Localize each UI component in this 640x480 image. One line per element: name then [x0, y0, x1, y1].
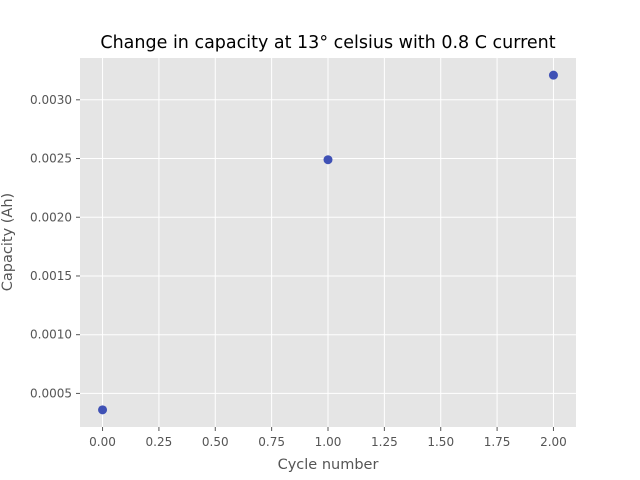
- x-tick-label: 0.50: [202, 435, 229, 449]
- y-tick-label: 0.0020: [30, 210, 72, 224]
- x-tick-label: 0.25: [146, 435, 173, 449]
- x-tick-label: 1.50: [427, 435, 454, 449]
- data-point: [98, 405, 108, 415]
- x-tick-label: 1.75: [484, 435, 511, 449]
- x-tick-label: 0.00: [89, 435, 116, 449]
- y-tick-label: 0.0015: [30, 269, 72, 283]
- y-tick-label: 0.0005: [30, 386, 72, 400]
- x-tick-label: 1.00: [315, 435, 342, 449]
- y-axis-ticks: 0.0005 0.0010 0.0015 0.0020 0.0025 0.0030: [30, 93, 80, 400]
- y-tick-label: 0.0010: [30, 328, 72, 342]
- x-tick-label: 1.25: [371, 435, 398, 449]
- y-tick-label: 0.0030: [30, 93, 72, 107]
- x-axis-ticks: 0.00 0.25 0.50 0.75 1.00 1.25 1.50 1.75 2.00: [89, 427, 567, 449]
- y-tick-label: 0.0025: [30, 152, 72, 166]
- data-point: [548, 70, 558, 80]
- x-tick-label: 0.75: [258, 435, 285, 449]
- data-point: [323, 155, 333, 165]
- data-points: [98, 70, 558, 415]
- x-tick-label: 2.00: [540, 435, 567, 449]
- y-axis-label: Capacity (Ah): [0, 193, 16, 291]
- x-axis-label: Cycle number: [278, 457, 379, 473]
- chart-title: Change in capacity at 13° celsius with 0…: [100, 33, 555, 53]
